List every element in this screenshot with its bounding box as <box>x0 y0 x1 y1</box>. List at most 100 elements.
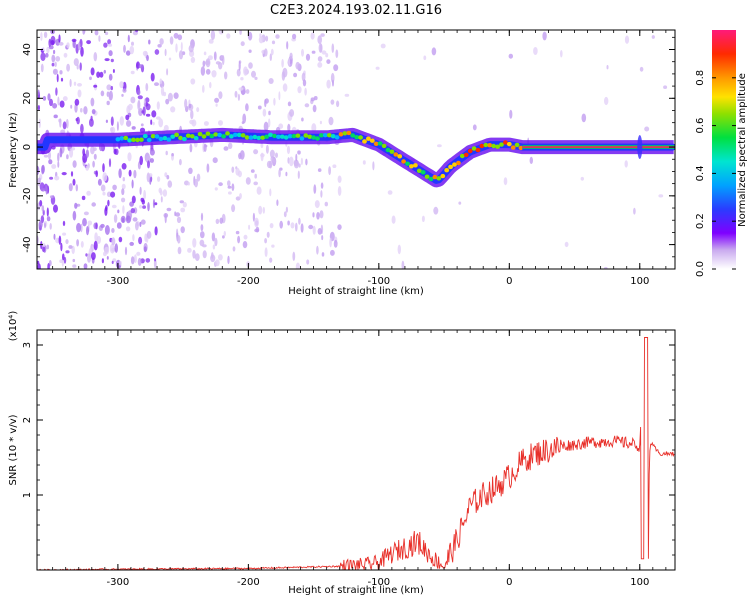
spectrogram-speckle-cell <box>139 221 142 227</box>
spectrogram-speckle-cell <box>265 35 269 42</box>
spectrogram-speckle-cell <box>189 143 193 153</box>
spectrogram-ridge-cell <box>193 136 199 141</box>
spectrogram-ridge-cell <box>444 168 450 173</box>
spectrogram-ridge-cell <box>303 133 309 138</box>
spectrogram-speckle-cell <box>210 30 216 40</box>
spectrogram-speckle-cell <box>156 101 160 110</box>
spectrogram-speckle-cell <box>50 40 55 46</box>
spectrogram-speckle-cell <box>71 38 77 43</box>
spectrogram-ridge-cell <box>428 176 434 182</box>
spectrogram-speckle-cell <box>269 149 275 159</box>
spectrogram-ridge-cell <box>389 149 395 154</box>
spectrogram-speckle-cell <box>187 247 192 253</box>
spectrogram-speckle-cell <box>129 241 134 246</box>
spectrogram-ridge-cell <box>503 140 508 145</box>
spectrogram-speckle-cell <box>206 163 210 173</box>
spectrogram-speckle-cell <box>298 163 301 168</box>
spectrogram-speckle-cell <box>264 99 267 108</box>
spectrogram-speckle-cell <box>308 224 314 230</box>
spectrogram-speckle-cell <box>63 52 68 58</box>
spectrogram-speckle-cell <box>72 210 77 221</box>
spectrogram-ridge-cell <box>436 176 442 181</box>
spectrogram-speckle-cell <box>55 56 61 62</box>
spectrogram-speckle-cell <box>167 180 173 188</box>
spectrogram-speckle-cell <box>72 178 76 186</box>
spectrogram-ridge-cell <box>413 163 418 168</box>
spectrogram-speckle-cell <box>166 175 170 180</box>
spectrogram-ridge-cell <box>201 134 207 139</box>
spectrogram-speckle-cell <box>72 258 76 263</box>
spectrogram-speckle-cell <box>330 99 335 105</box>
spectrogram-speckle-cell <box>304 87 307 96</box>
spectrogram-y-ticks: -40 -20 0 20 40 <box>22 36 675 270</box>
spectrogram-speckle-cell <box>132 217 138 222</box>
spectrogram-speckle-cell <box>164 213 167 224</box>
spectrogram-speckle-cell <box>80 123 84 134</box>
spectrogram-ridge-cell <box>397 154 403 159</box>
spectrogram-speckle-cell <box>239 193 242 199</box>
spectrogram-speckle-cell <box>118 168 122 179</box>
spectrogram-speckle-cell <box>580 176 584 181</box>
y-tick-label: 0 <box>22 144 33 150</box>
spectrogram-ridge-cell <box>295 133 301 138</box>
spectrogram-speckle-cell <box>175 212 181 217</box>
spectrogram-speckle-cell <box>188 167 193 174</box>
spectrogram-ridge-cell <box>213 132 219 137</box>
spectrogram-speckle-cell <box>633 207 636 215</box>
spectrogram-ridge-cell <box>409 164 414 169</box>
spectrogram-speckle-cell <box>275 34 280 39</box>
spectrogram-speckle-cell <box>86 226 89 236</box>
spectrogram-speckle-cell <box>215 218 220 224</box>
spectrogram-speckle-cell <box>93 84 98 88</box>
spectrogram-speckle-cell <box>102 163 105 173</box>
spectrogram-speckle-cell <box>123 44 126 53</box>
spectrogram-speckle-cell <box>95 222 98 230</box>
spectrogram-speckle-cell <box>86 190 91 196</box>
spectrogram-speckle-cell <box>148 39 151 45</box>
spectrogram-speckle-cell <box>105 119 108 124</box>
spectrogram-speckle-cell <box>37 89 40 96</box>
spectrogram-speckle-cell <box>141 199 145 205</box>
spectrogram-speckle-cell <box>122 205 125 214</box>
spectrogram-speckle-cell <box>237 93 240 101</box>
spectrogram-speckle-cell <box>151 110 157 118</box>
spectrogram-speckle-cell <box>152 198 156 209</box>
spectrogram-speckle-cell <box>238 60 241 71</box>
spectrogram-speckle-cell <box>149 158 154 163</box>
spectrogram-speckle-cell <box>297 86 302 94</box>
spectrogram-ridge-cell <box>334 135 340 140</box>
spectrogram-frame <box>36 29 676 270</box>
spectrogram-speckle-cell <box>202 250 207 259</box>
spectrogram-ridge-cell <box>146 137 152 143</box>
spectrogram-ridge-cell <box>385 147 391 153</box>
spectrogram-speckle-cell <box>218 182 223 187</box>
spectrogram-speckle-cell <box>61 172 67 176</box>
spectrogram-speckle-cell <box>316 245 319 255</box>
spectrogram-speckle-cell <box>218 120 223 126</box>
spectrogram-speckle-cell <box>211 252 214 259</box>
spectrogram-ridge-cell <box>240 133 246 138</box>
spectrogram-ridge-cell <box>456 160 461 166</box>
spectrogram-speckle-cell <box>86 40 91 45</box>
colorbar: 0.0 0.2 0.4 0.6 0.8 Normalized spectral ampl… <box>695 30 748 277</box>
spectrogram-speckle-cell <box>135 30 139 33</box>
spectrogram-ridge-cell <box>154 134 160 139</box>
spectrogram-speckle-cell <box>94 30 99 36</box>
spectrogram-speckle-cell <box>62 121 67 130</box>
spectrogram-speckle-cell <box>372 161 375 171</box>
spectrogram-speckle-cell <box>220 55 224 60</box>
spectrogram-speckle-cell <box>108 43 113 47</box>
spectrogram-speckle-cell <box>77 83 82 87</box>
spectrogram-speckle-cell <box>295 61 301 70</box>
spectrogram-speckle-cell <box>106 84 112 91</box>
spectrogram-speckle-cell <box>120 215 126 223</box>
spectrogram-speckle-cell <box>177 246 182 255</box>
spectrogram-speckle-cell <box>336 100 340 108</box>
spectrogram-ridge-cell <box>150 134 156 139</box>
spectrogram-speckle-cell <box>254 228 260 233</box>
spectrogram-speckle-cell <box>145 155 151 164</box>
spectrogram-speckle-cell <box>108 50 113 57</box>
spectrogram-ridge-cell <box>174 132 180 137</box>
spectrogram-speckle-cell <box>154 202 158 206</box>
spectrogram-speckle-cell <box>52 68 58 75</box>
